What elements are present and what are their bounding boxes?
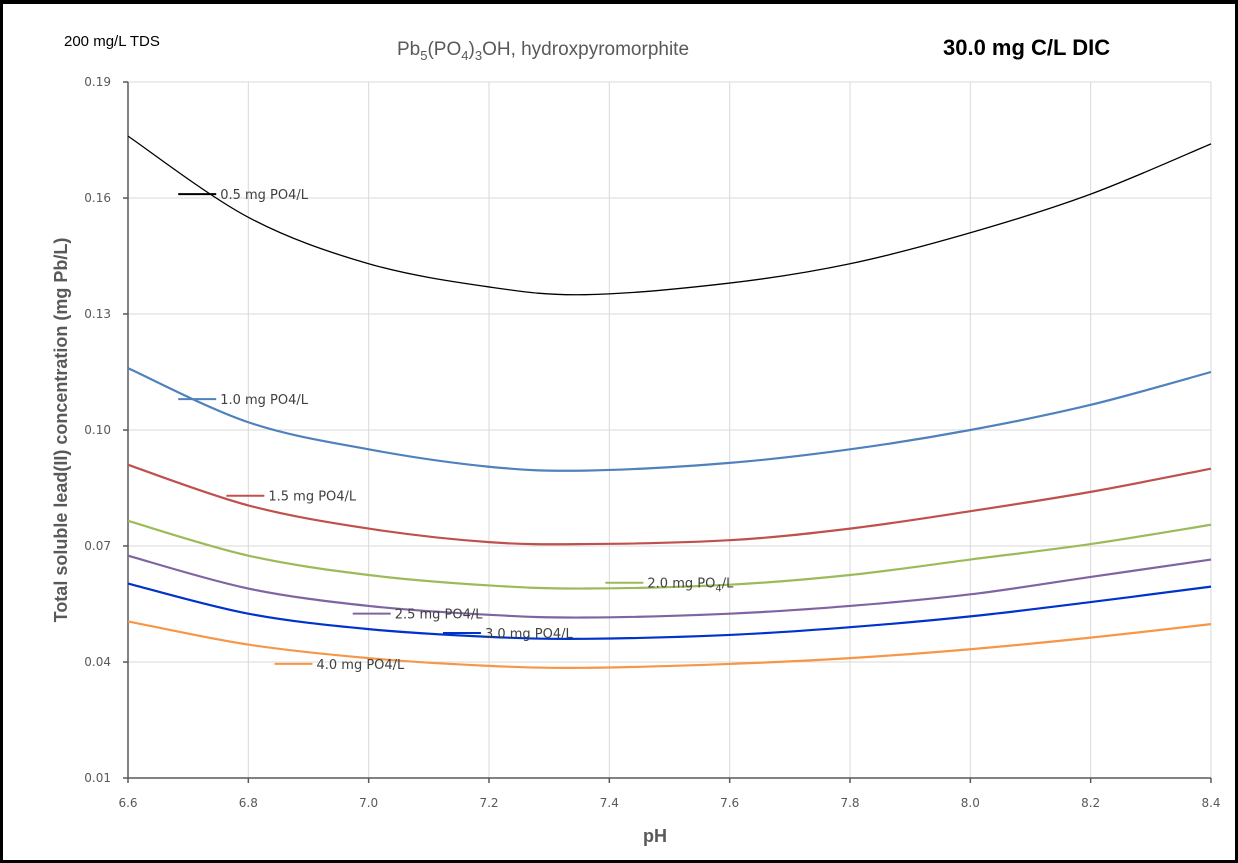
series-line-6: [127, 582, 1212, 640]
dic-label: 30.0 mg C/L DIC: [943, 35, 1110, 60]
axes: 6.6 6.8 7.0 7.2 7.4 7.6 7.8 8.0 8.2 8.4 0.01 0.04 0.…: [84, 75, 1220, 810]
x-tick-label: 7.4: [600, 796, 619, 810]
x-tick-label: 7.2: [479, 796, 498, 810]
x-tick-label: 8.2: [1081, 796, 1100, 810]
chart-title: Pb5(PO4)3OH, hydroxpyromorphite: [397, 39, 689, 63]
x-tick-label: 7.6: [720, 796, 739, 810]
y-tick-label: 0.01: [84, 771, 111, 785]
y-tick-label: 0.10: [84, 423, 111, 437]
x-tick-label: 6.6: [118, 796, 137, 810]
x-axis-label: pH: [643, 826, 667, 846]
series-line-2: [127, 367, 1212, 472]
series-label: 2.0 mg PO4/L: [647, 577, 734, 595]
series-label: 4.0 mg PO4/L: [316, 658, 405, 673]
grid: [128, 81, 1212, 778]
x-tick-label: 6.8: [239, 796, 258, 810]
tds-label: 200 mg/L TDS: [64, 33, 160, 50]
series-label: 2.5 mg PO4/L: [395, 608, 484, 623]
y-tick-label: 0.13: [84, 307, 111, 321]
y-tick-label: 0.07: [84, 539, 111, 553]
series-line-5: [127, 554, 1212, 619]
x-tick-label: 8.4: [1201, 796, 1220, 810]
series-line-7: [127, 620, 1212, 669]
series-labels: 0.5 mg PO4/L 1.0 mg PO4/L 1.5 mg PO4/L 2.0 …: [178, 188, 734, 673]
y-axis-label: Total soluble lead(II) concentration (mg…: [51, 238, 71, 623]
y-tick-label: 0.04: [84, 655, 111, 669]
series-lines: [127, 135, 1212, 669]
series-line-3: [127, 463, 1212, 546]
y-tick-label: 0.19: [84, 75, 111, 89]
series-label: 3.0 mg PO4/L: [485, 627, 574, 642]
series-line-4: [127, 519, 1212, 590]
series-label: 1.5 mg PO4/L: [268, 490, 357, 505]
series-line-1: [127, 135, 1212, 296]
series-label: 0.5 mg PO4/L: [220, 188, 309, 203]
series-label: 1.0 mg PO4/L: [220, 393, 309, 408]
x-tick-label: 7.8: [840, 796, 859, 810]
y-tick-label: 0.16: [84, 191, 111, 205]
x-tick-label: 8.0: [961, 796, 980, 810]
x-tick-label: 7.0: [359, 796, 378, 810]
